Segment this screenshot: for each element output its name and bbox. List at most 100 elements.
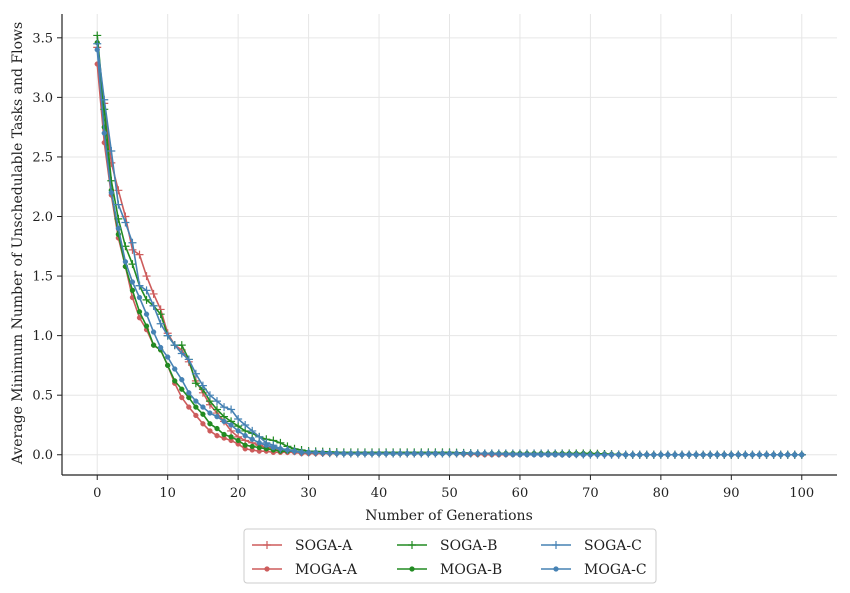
data-point-moga-c [467,450,474,457]
x-tick-label: 50 [441,486,458,501]
data-point-moga-c [341,450,347,457]
data-point-moga-b [136,309,143,315]
data-point-moga-c [742,452,749,458]
data-point-moga-c [143,311,150,317]
x-ticks: 0 10 20 30 40 50 60 70 80 90 100 [93,475,814,501]
data-point-moga-c [179,377,185,383]
x-tick-label: 30 [300,486,317,501]
grid [62,14,837,475]
y-tick-label: 1.0 [32,329,53,344]
data-point-moga-c [580,452,587,458]
data-point-moga-c [735,452,742,458]
data-point-moga-c [538,452,544,458]
data-point-moga-c [792,452,798,458]
data-point-moga-c [496,451,502,457]
data-point-moga-c [559,452,565,458]
y-tick-label: 3.0 [32,91,53,106]
data-point-moga-b [200,411,206,417]
data-point-moga-c [242,433,248,439]
data-point-moga-b [256,444,262,451]
data-point-moga-c [644,452,650,458]
data-point-moga-c [432,450,439,457]
data-point-soga-c [184,355,193,364]
data-point-moga-b [150,342,157,348]
data-point-soga-c [107,146,116,155]
data-point-soga-c [205,391,214,400]
data-point-moga-c [263,442,269,448]
data-point-moga-c [334,450,340,456]
data-point-moga-c [108,190,114,196]
data-point-moga-c [397,450,403,457]
x-tick-label: 20 [230,486,247,501]
data-point-moga-c [630,452,636,458]
data-point-moga-b [214,425,220,432]
data-point-legend-soga-b [408,541,416,549]
data-point-moga-c [763,452,770,458]
data-point-moga-c [608,452,615,458]
data-point-moga-b [129,287,136,294]
data-point-moga-c [284,447,291,453]
data-point-moga-c [658,452,664,458]
data-point-legend-moga-b [409,566,415,572]
data-point-moga-c [622,452,629,458]
data-point-moga-c [101,130,107,136]
data-point-moga-c [115,225,122,232]
data-point-moga-c [256,440,262,446]
data-point-soga-c [198,381,207,390]
data-point-soga-c [149,301,158,310]
data-point-moga-c [601,452,608,458]
y-tick-label: 2.5 [32,150,53,165]
data-point-moga-c [355,450,361,457]
data-point-moga-c [510,451,516,458]
data-point-moga-c [327,450,333,456]
data-point-soga-c [234,415,243,424]
data-point-moga-c [129,279,136,285]
data-point-moga-c [489,451,495,457]
data-point-moga-c [749,452,756,458]
data-point-moga-c [770,452,777,458]
data-point-moga-c [665,452,671,458]
data-point-soga-c [128,238,137,247]
data-point-moga-c [298,449,305,456]
data-point-moga-c [270,444,277,451]
data-point-moga-c [94,47,100,53]
data-point-moga-c [785,452,791,458]
data-point-moga-c [531,452,537,458]
data-point-soga-c [93,39,102,48]
data-point-moga-c [418,450,424,457]
data-point-soga-b [177,341,186,350]
data-point-soga-c [220,403,229,412]
legend-label-soga-c: SOGA-C [584,538,642,554]
data-point-moga-b [228,434,234,440]
data-point-moga-c [383,450,389,457]
x-axis-label: Number of Generations [365,508,533,524]
y-tick-label: 0.5 [32,389,53,404]
data-point-moga-c [573,452,579,458]
data-point-moga-c [172,366,178,372]
y-tick-label: 2.0 [32,210,53,225]
legend-item-soga-c: SOGA-C [541,538,642,554]
data-point-soga-b [93,31,102,40]
x-tick-label: 80 [653,486,670,501]
data-point-moga-b [249,443,255,450]
data-point-moga-c [214,413,220,420]
data-point-moga-c [228,422,234,428]
data-point-moga-c [756,452,763,458]
data-point-soga-a [135,250,144,259]
legend-item-moga-a: MOGA-A [252,562,358,578]
legend-item-soga-a: SOGA-A [252,538,353,554]
data-point-moga-c [320,450,326,456]
data-point-moga-c [714,452,720,458]
data-point-soga-c [191,369,200,378]
legend-label-moga-c: MOGA-C [584,562,647,578]
data-point-moga-c [207,410,213,416]
legend: SOGA-A MOGA-A SOGA-B MOGA-B SOGA-C MOGA-C [243,528,657,584]
data-point-moga-a [207,428,213,434]
data-point-moga-b [242,442,248,448]
data-point-legend-moga-a [264,566,270,572]
data-point-soga-b [128,260,137,269]
data-point-moga-c [728,452,734,458]
data-point-moga-b [193,404,199,410]
y-ticks: 0.0 0.5 1.0 1.5 2.0 2.5 3.0 3.5 [32,31,62,463]
